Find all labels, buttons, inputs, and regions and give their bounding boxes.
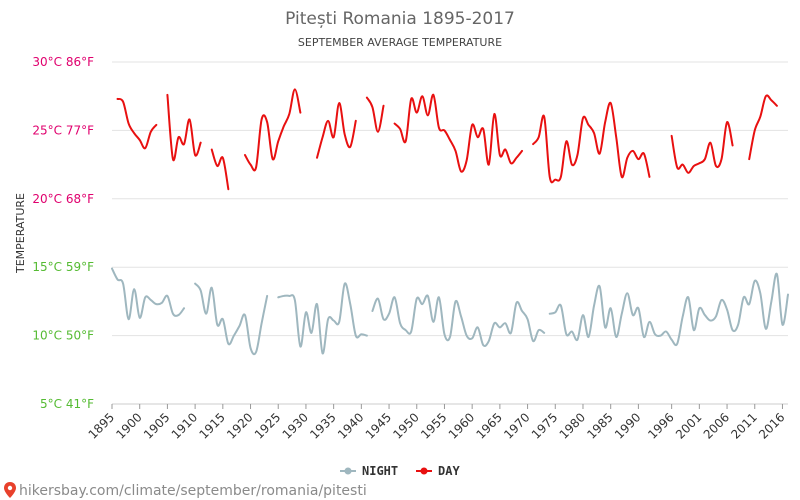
x-tick-label: 1990 [612,410,643,441]
y-axis-ticks: 30°C 86°F 25°C 77°F 20°C 68°F 15°C 59°F 10°C… [32,55,94,411]
x-tick-label: 1900 [113,410,144,441]
x-tick-label: 1980 [557,410,588,441]
legend-night-label: NIGHT [362,464,398,478]
chart-subtitle: SEPTEMBER AVERAGE TEMPERATURE [298,36,502,49]
series-line-night [111,267,186,321]
x-tick-label: 1920 [224,410,255,441]
x-tick-label: 2016 [756,410,787,441]
series-line-day [116,97,158,150]
y-tick-label: 5°C 41°F [40,397,94,411]
x-tick-label: 1935 [307,410,338,441]
series-line-day [670,121,734,174]
series-line-day [365,96,385,133]
legend-day-marker [420,467,428,475]
x-tick-label: 2001 [673,410,704,441]
x-tick-label: 1950 [390,410,421,441]
x-tick-label: 1970 [501,410,532,441]
x-tick-label: 1915 [196,410,227,441]
x-tick-label: 1945 [363,410,394,441]
chart-title: Pitești Romania 1895-2017 [285,9,515,29]
series-line-day [316,102,357,159]
map-pin-icon [4,482,16,498]
x-tick-label: 1910 [169,410,200,441]
y-tick-label: 10°C 50°F [32,329,94,343]
series-line-day [210,148,230,191]
legend-night-marker [344,467,352,475]
x-tick-label: 2011 [728,410,759,441]
x-tick-label: 1996 [645,410,676,441]
series-line-night [548,272,789,347]
x-tick-label: 1930 [280,410,311,441]
series-line-night [277,282,368,355]
series-line-night [371,294,546,347]
x-axis-ticks: 1895190019051910191519201925193019351940… [86,403,788,442]
x-tick-label: 1960 [446,410,477,441]
series-line-day [166,93,202,162]
series-line-day [393,93,524,173]
x-tick-label: 1925 [252,410,283,441]
y-tick-label: 25°C 77°F [32,123,94,137]
series-line-day [532,101,651,184]
gridlines [112,61,788,405]
footer-url: hikersbay.com/climate/september/romania/… [19,483,367,499]
y-tick-label: 20°C 68°F [32,192,94,206]
series-lines [111,88,789,356]
legend-item-day[interactable]: DAY [416,464,460,478]
y-axis-label: TEMPERATURE [14,193,27,274]
x-tick-label: 2006 [701,410,732,441]
y-tick-label: 30°C 86°F [32,55,94,69]
y-tick-label: 15°C 59°F [32,260,94,274]
x-tick-label: 1905 [141,410,172,441]
legend: NIGHT DAY [340,464,460,478]
series-line-night [194,282,269,356]
footer-link[interactable]: hikersbay.com/climate/september/romania/… [4,482,367,499]
x-tick-label: 1985 [584,410,615,441]
legend-item-night[interactable]: NIGHT [340,464,398,478]
x-tick-label: 1965 [473,410,504,441]
series-line-day [243,88,302,172]
x-tick-label: 1895 [86,410,117,441]
series-line-day [748,94,778,161]
x-tick-label: 1975 [529,410,560,441]
legend-day-label: DAY [438,464,460,478]
x-tick-label: 1955 [418,410,449,441]
x-tick-label: 1940 [335,410,366,441]
